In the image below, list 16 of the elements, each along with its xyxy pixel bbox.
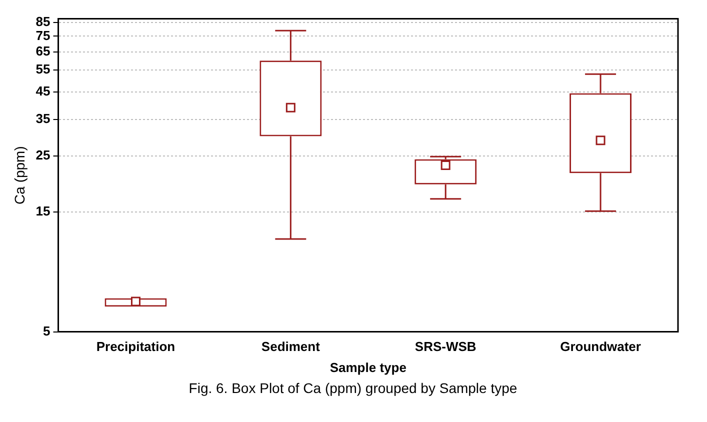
y-tick-label: 5 [43,323,50,338]
y-tick-label: 25 [36,148,50,163]
y-tick-label: 15 [36,203,50,218]
x-tick-label: Sediment [261,339,321,354]
caption: Fig. 6. Box Plot of Ca (ppm) grouped by Sample type [188,380,518,396]
x-axis-title: Sample type [330,360,406,375]
y-tick-label: 65 [36,43,50,58]
y-tick-label: 35 [36,111,50,126]
x-tick-label: SRS-WSB [414,339,476,354]
y-tick-label: 55 [36,62,50,77]
y-tick-label: 85 [36,14,50,30]
y-tick-label: 45 [36,84,50,99]
x-tick-label: Precipitation [96,339,176,354]
y-axis-title: Ca (ppm) [11,146,28,204]
x-tick-label: Groundwater [560,339,641,354]
y-tick-label: 75 [36,28,50,43]
